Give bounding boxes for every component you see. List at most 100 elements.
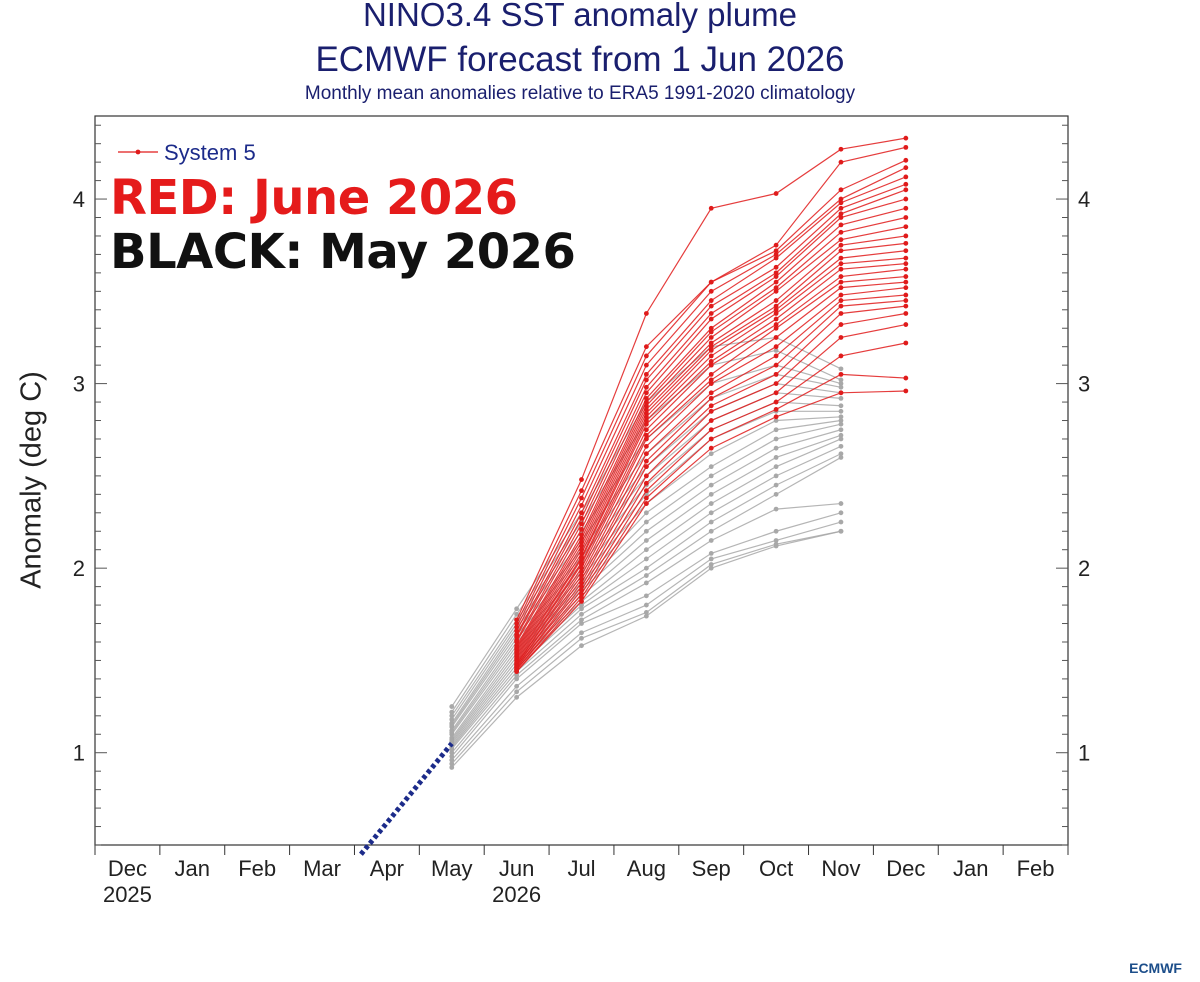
may-2026-point [838, 501, 844, 506]
june-2026-point [903, 266, 909, 272]
june-2026-point [643, 414, 649, 420]
june-2026-point [903, 285, 909, 291]
june-2026-point [708, 418, 714, 423]
may-2026-point [708, 464, 714, 470]
may-2026-point [643, 528, 649, 534]
may-2026-point [643, 573, 649, 578]
may-2026-point [708, 510, 714, 516]
may-2026-point [643, 565, 649, 571]
june-2026-point [773, 390, 779, 396]
may-2026-point [708, 451, 714, 457]
june-2026-point [708, 311, 714, 316]
june-2026-point [579, 503, 584, 508]
june-2026-point [773, 288, 779, 294]
june-2026-point [643, 488, 649, 494]
june-2026-point [903, 240, 909, 246]
june-2026-point [643, 427, 649, 433]
june-2026-point [708, 436, 714, 442]
may-2026-point [514, 606, 520, 612]
may-2026-point [773, 445, 779, 451]
june-2026-point [903, 205, 909, 211]
may-2026-point [773, 482, 779, 488]
june-2026-point [903, 144, 909, 150]
x-tick-label: Jan [953, 856, 988, 881]
may-2026-point [643, 556, 649, 562]
june-2026-point [643, 501, 649, 506]
series-june-2026 [514, 135, 909, 674]
june-2026-point [708, 362, 714, 368]
june-2026-point [903, 311, 909, 316]
june-2026-point [708, 340, 714, 346]
june-2026-point [773, 274, 779, 279]
may-2026-point [514, 683, 520, 689]
x-tick-label: Apr [370, 856, 404, 881]
june-2026-point [838, 311, 844, 316]
june-2026-point [838, 274, 844, 279]
may-2026-point [838, 403, 844, 409]
may-2026-point [643, 547, 649, 553]
june-2026-point [838, 353, 844, 359]
legend-label: System 5 [164, 140, 256, 165]
june-2026-point [579, 477, 584, 482]
june-2026-point [903, 298, 909, 303]
june-2026-point [903, 196, 909, 202]
june-2026-point [514, 669, 520, 674]
june-2026-point [643, 421, 649, 427]
x-tick-label: Jul [567, 856, 595, 881]
legend: System 5 [118, 140, 256, 165]
may-2026-point [449, 750, 455, 756]
may-2026-point [708, 556, 714, 562]
june-2026-point [838, 279, 844, 285]
june-2026-point [838, 187, 844, 193]
may-2026-point [838, 377, 844, 383]
may-2026-point [643, 519, 649, 525]
june-2026-point [643, 403, 649, 409]
june-2026-point [708, 445, 714, 451]
june-2026-point [838, 237, 844, 243]
june-2026-point [708, 205, 714, 211]
may-2026-point [708, 491, 714, 497]
may-2026-point [449, 765, 455, 770]
june-2026-point [903, 303, 909, 309]
june-2026-point [708, 335, 714, 340]
june-2026-point [838, 211, 844, 217]
june-2026-point [838, 390, 844, 396]
may-2026-point [449, 754, 455, 759]
may-2026-point [773, 506, 779, 512]
june-2026-point [643, 344, 649, 350]
june-2026-point [773, 325, 779, 331]
may-2026-point [773, 436, 779, 442]
june-2026-point [643, 390, 649, 396]
june-2026-point [708, 381, 714, 387]
june-2026-point [773, 252, 779, 257]
june-2026-point [708, 316, 714, 322]
june-2026-point [708, 377, 714, 383]
x-tick-label: Aug [627, 856, 666, 881]
june-2026-point [903, 165, 909, 171]
june-2026-point [643, 371, 649, 377]
june-2026-point [773, 255, 779, 261]
june-2026-point [708, 390, 714, 396]
legend-marker [135, 149, 141, 155]
may-2026-point [514, 611, 520, 617]
may-2026-point [708, 482, 714, 488]
june-2026-point [643, 443, 649, 449]
may-2026-point [838, 510, 844, 516]
may-2026-point [773, 418, 779, 423]
may-2026-point [838, 455, 844, 460]
june-2026-point [773, 311, 779, 316]
y-tick-label-right: 2 [1078, 556, 1090, 581]
may-2026-point [643, 610, 649, 615]
may-2026-point [514, 689, 520, 695]
june-2026-point [773, 307, 779, 313]
may-2026-point [838, 443, 844, 449]
may-2026-point [708, 519, 714, 525]
june-2026-point [708, 279, 714, 285]
june-2026-point [838, 146, 844, 152]
may-2026-point [708, 538, 714, 543]
may-2026-point [838, 414, 844, 420]
y-tick-label-left: 4 [73, 187, 85, 212]
may-2026-point [838, 366, 844, 372]
june-2026-point [903, 224, 909, 230]
june-2026-point [903, 375, 909, 381]
